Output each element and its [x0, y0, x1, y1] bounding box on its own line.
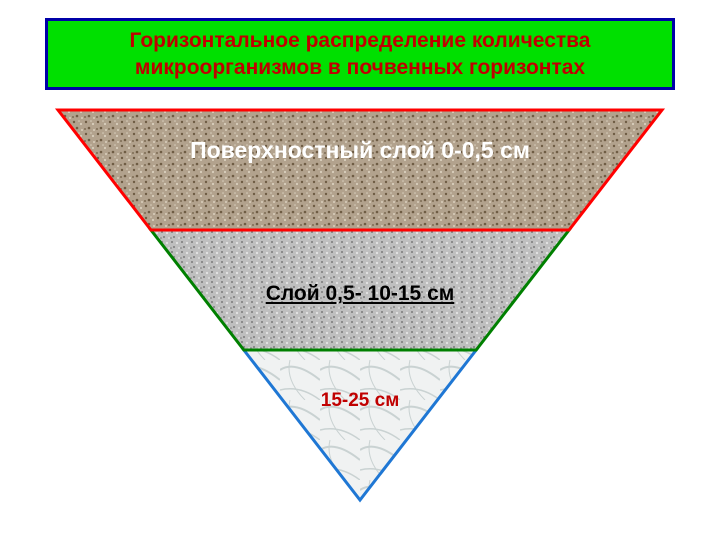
title-box: Горизонтальное распределение количества … — [45, 18, 675, 90]
layer2-label: Слой 0,5- 10-15 см — [0, 280, 720, 308]
layer1-text: Поверхностный слой 0-0,5 см — [190, 135, 530, 166]
layer3-text: 15-25 см — [321, 388, 400, 414]
layer3-label: 15-25 см — [0, 388, 720, 414]
layer1-label: Поверхностный слой 0-0,5 см — [0, 135, 720, 166]
layer2-text: Слой 0,5- 10-15 см — [266, 280, 455, 308]
title-text: Горизонтальное распределение количества … — [68, 27, 652, 82]
